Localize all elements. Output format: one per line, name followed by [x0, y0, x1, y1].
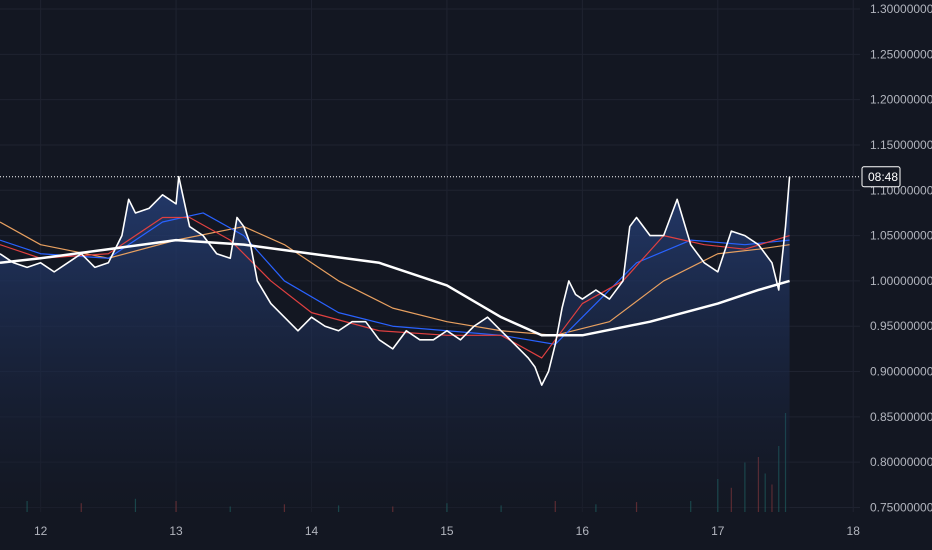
y-tick-label: 1.20000000 — [870, 93, 932, 107]
y-tick-label: 1.15000000 — [870, 138, 932, 152]
y-tick-label: 0.90000000 — [870, 365, 932, 379]
time-axis[interactable]: 12 13 14 15 16 17 18 — [34, 524, 860, 538]
y-tick-label: 1.30000000 — [870, 2, 932, 16]
ma-long-line — [0, 238, 790, 337]
x-tick-label: 14 — [305, 524, 319, 538]
y-tick-label: 0.85000000 — [870, 410, 932, 424]
ema-fast-line — [0, 216, 790, 359]
y-tick-label: 1.00000000 — [870, 274, 932, 288]
last-price-label: 08:48 — [868, 170, 898, 184]
y-tick-label: 1.25000000 — [870, 47, 932, 61]
x-tick-label: 13 — [169, 524, 183, 538]
last-price-badge: 08:48 — [861, 166, 901, 188]
ema-slow-line — [0, 221, 790, 336]
x-tick-label: 12 — [34, 524, 48, 538]
x-tick-label: 15 — [440, 524, 454, 538]
x-tick-label: 16 — [576, 524, 590, 538]
x-tick-label: 18 — [847, 524, 861, 538]
y-tick-label: 1.05000000 — [870, 229, 932, 243]
x-tick-label: 17 — [711, 524, 725, 538]
price-area — [0, 176, 790, 512]
price-line — [0, 175, 791, 386]
price-axis[interactable]: 1.30000000 1.25000000 1.20000000 1.15000000… — [870, 2, 932, 514]
y-tick-label: 0.80000000 — [870, 455, 932, 469]
ema-mid-line — [0, 212, 790, 345]
y-tick-label: 0.95000000 — [870, 319, 932, 333]
y-tick-label: 0.75000000 — [870, 500, 932, 514]
